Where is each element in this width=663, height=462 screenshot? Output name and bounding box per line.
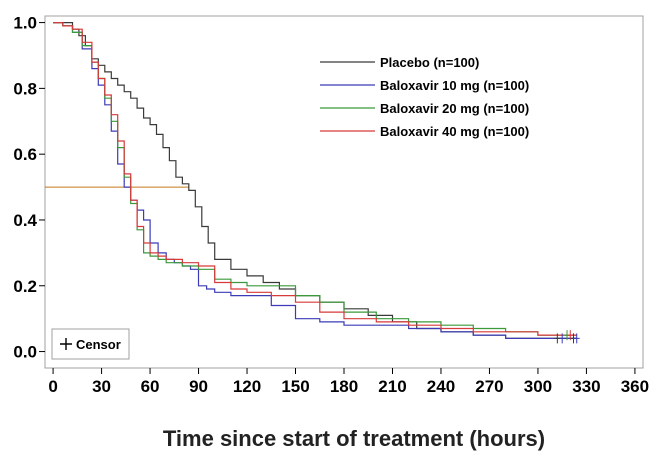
legend-label: Placebo (n=100): [380, 55, 479, 70]
x-tick-label: 30: [92, 377, 111, 396]
legend-label: Baloxavir 10 mg (n=100): [380, 78, 529, 93]
y-tick-label: 0.8: [13, 79, 37, 98]
legend-label: Baloxavir 40 mg (n=100): [380, 124, 529, 139]
x-tick-label: 150: [281, 377, 309, 396]
x-tick-label: 210: [378, 377, 406, 396]
series-line-4: [53, 22, 577, 336]
x-tick-label: 0: [48, 377, 57, 396]
censor-mark: [567, 330, 574, 341]
censor-legend-label: Censor: [76, 337, 121, 352]
y-tick-label: 0.6: [13, 145, 37, 164]
x-tick-label: 270: [475, 377, 503, 396]
censor-marks-layer: [554, 330, 580, 344]
x-tick-label: 120: [233, 377, 261, 396]
legend: Placebo (n=100) Baloxavir 10 mg (n=100) Ba…: [320, 55, 529, 139]
y-tick-label: 0.0: [13, 343, 37, 362]
censor-mark: [573, 333, 580, 344]
x-tick-label: 90: [189, 377, 208, 396]
x-tick-label: 300: [524, 377, 552, 396]
x-tick-label: 240: [427, 377, 455, 396]
x-tick-label: 180: [330, 377, 358, 396]
y-tick-label: 0.2: [13, 277, 37, 296]
censor-plus-icon: [60, 338, 72, 350]
legend-label: Baloxavir 20 mg (n=100): [380, 101, 529, 116]
censor-legend: Censor: [51, 328, 130, 360]
censor-mark: [559, 333, 566, 344]
axis-layer: 0 30 60 90 120 150 180 210 240 270 300 330 360 0.0 0.2…: [13, 14, 649, 396]
y-tick-label: 0.4: [13, 211, 37, 230]
y-tick-label: 1.0: [13, 14, 37, 33]
x-tick-label: 60: [141, 377, 160, 396]
x-tick-label: 360: [621, 377, 649, 396]
x-axis-label: Time since start of treatment (hours): [163, 426, 545, 451]
series-layer: [53, 22, 577, 339]
x-tick-label: 330: [572, 377, 600, 396]
